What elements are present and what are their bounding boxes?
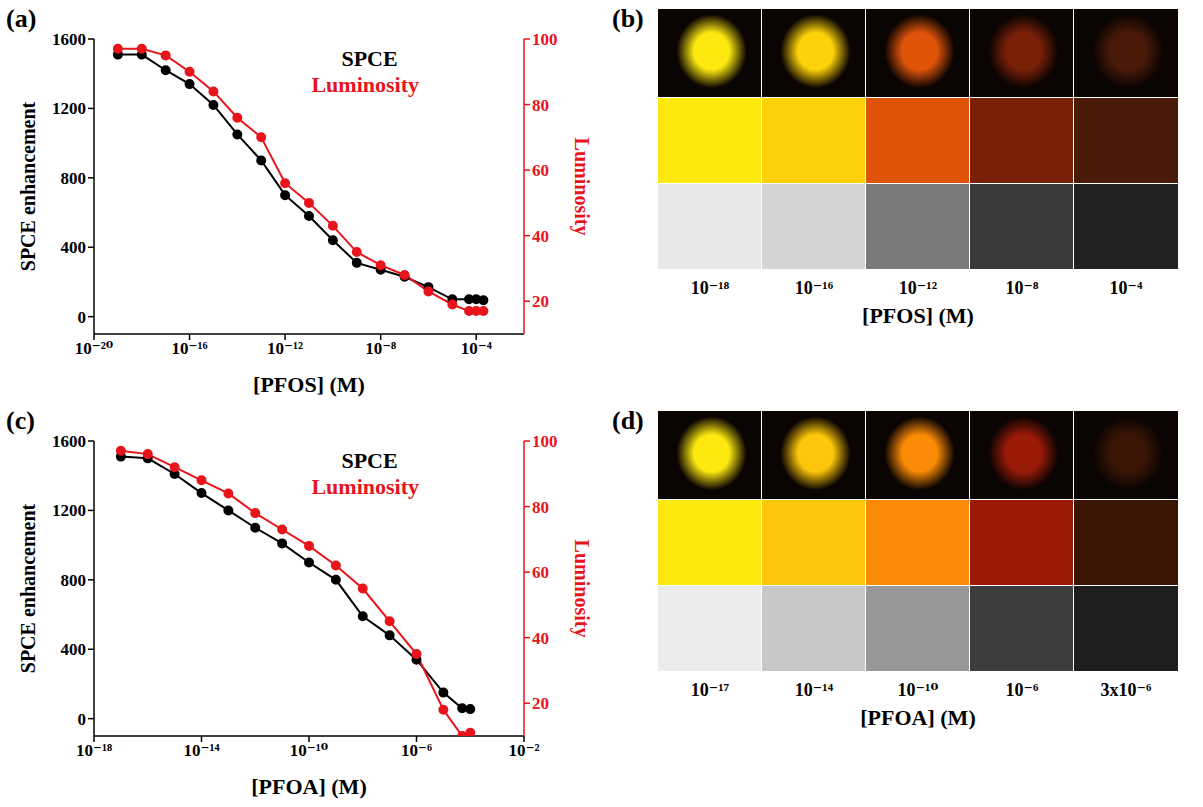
html-text:(c): (c)	[6, 406, 35, 435]
html-text:3x10⁻⁶: 3x10⁻⁶	[1100, 680, 1152, 700]
svg-text:SPCE enhancement: SPCE enhancement	[17, 101, 39, 271]
svg-text:100: 100	[532, 30, 558, 49]
svg-text:1600: 1600	[52, 30, 86, 49]
svg-text:SPCE enhancement: SPCE enhancement	[17, 503, 39, 673]
svg-text:40: 40	[532, 227, 549, 246]
svg-text:10⁻¹⁸: 10⁻¹⁸	[76, 741, 112, 760]
svg-text:800: 800	[61, 571, 87, 590]
svg-text:80: 80	[532, 96, 549, 115]
html-text:(b): (b)	[612, 4, 644, 33]
svg-text:60: 60	[532, 563, 549, 582]
svg-text:10⁻⁸: 10⁻⁸	[365, 339, 396, 358]
svg-text:10⁻¹⁶: 10⁻¹⁶	[171, 339, 207, 358]
svg-text:Luminosity: Luminosity	[570, 138, 593, 236]
svg-text:20: 20	[532, 694, 549, 713]
svg-text:800: 800	[61, 169, 87, 188]
html-text:10⁻⁸: 10⁻⁸	[1005, 278, 1039, 298]
html-text:(a): (a)	[6, 4, 37, 33]
html-text:10⁻¹²: 10⁻¹²	[898, 278, 938, 298]
svg-text:80: 80	[532, 498, 549, 517]
html-text:10⁻⁶: 10⁻⁶	[1005, 680, 1039, 700]
svg-text:20: 20	[532, 292, 549, 311]
svg-text:400: 400	[61, 640, 87, 659]
html-text:SPCE: SPCE	[341, 46, 398, 71]
svg-text:[PFOS] (M): [PFOS] (M)	[253, 372, 365, 397]
svg-text:100: 100	[532, 432, 558, 451]
html-text:Luminosity: Luminosity	[311, 72, 419, 97]
html-text:10⁻¹⁰: 10⁻¹⁰	[897, 680, 939, 700]
html-text:SPCE: SPCE	[341, 448, 398, 473]
svg-text:0: 0	[78, 710, 87, 729]
svg-text:10⁻¹⁴: 10⁻¹⁴	[183, 741, 219, 760]
svg-text:10⁻²⁰: 10⁻²⁰	[75, 339, 114, 358]
html-text:[PFOA] (M): [PFOA] (M)	[860, 705, 976, 730]
html-text:(d): (d)	[612, 406, 644, 435]
html-text:[PFOS] (M): [PFOS] (M)	[862, 303, 974, 328]
html-text:10⁻¹⁷: 10⁻¹⁷	[690, 680, 730, 700]
svg-text:40: 40	[532, 629, 549, 648]
html-text:10⁻¹⁴: 10⁻¹⁴	[794, 680, 834, 700]
svg-text:Luminosity: Luminosity	[570, 540, 593, 638]
svg-text:10⁻⁴: 10⁻⁴	[461, 339, 492, 358]
svg-text:1600: 1600	[52, 432, 86, 451]
svg-text:10⁻⁶: 10⁻⁶	[401, 741, 432, 760]
svg-text:60: 60	[532, 161, 549, 180]
html-text:Luminosity: Luminosity	[311, 474, 419, 499]
html-text:10⁻¹⁸: 10⁻¹⁸	[690, 278, 730, 298]
html-text:10⁻¹⁶: 10⁻¹⁶	[794, 278, 834, 298]
svg-text:[PFOA] (M): [PFOA] (M)	[251, 774, 366, 799]
svg-text:1200: 1200	[52, 99, 86, 118]
html-text:10⁻⁴: 10⁻⁴	[1109, 278, 1143, 298]
svg-text:0: 0	[78, 308, 87, 327]
svg-text:10⁻¹²: 10⁻¹²	[267, 339, 303, 358]
svg-text:400: 400	[61, 238, 87, 257]
svg-text:10⁻¹⁰: 10⁻¹⁰	[290, 741, 329, 760]
svg-text:10⁻²: 10⁻²	[508, 741, 539, 760]
svg-text:1200: 1200	[52, 501, 86, 520]
